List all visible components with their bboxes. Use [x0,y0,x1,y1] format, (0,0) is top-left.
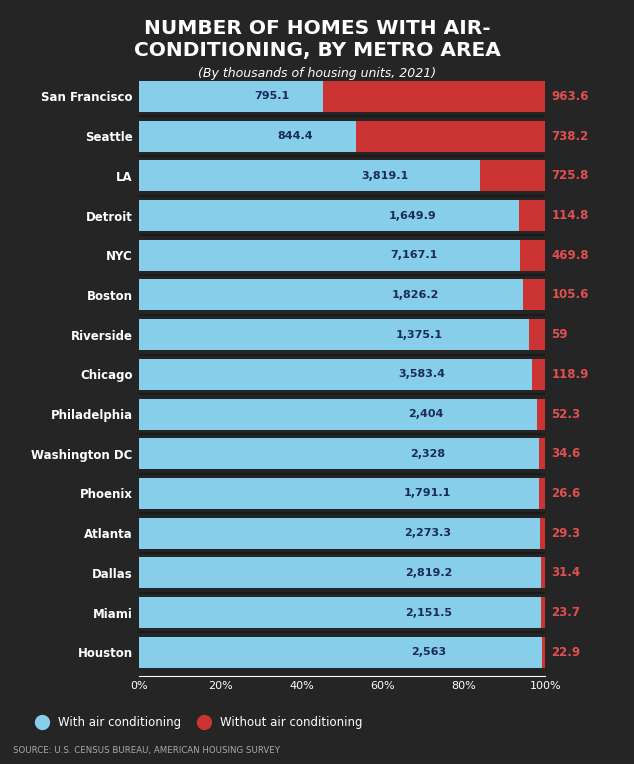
Text: 1,826.2: 1,826.2 [392,290,439,300]
Bar [139,160,481,191]
Bar [523,280,545,310]
Text: 1,649.9: 1,649.9 [389,211,436,221]
Text: 3,583.4: 3,583.4 [399,369,446,380]
Text: 2,328: 2,328 [410,448,445,458]
Bar [519,200,545,231]
Text: 22.9: 22.9 [552,646,581,659]
Bar [536,399,545,429]
Text: 2,819.2: 2,819.2 [404,568,452,578]
Bar [356,121,545,151]
Text: 26.6: 26.6 [552,487,581,500]
Bar [540,518,545,549]
Bar [139,121,356,151]
Legend: With air conditioning, Without air conditioning: With air conditioning, Without air condi… [32,711,367,733]
Text: 963.6: 963.6 [552,90,589,103]
Bar [139,319,529,350]
Text: 2,273.3: 2,273.3 [404,528,451,538]
Bar [139,240,521,270]
Text: 23.7: 23.7 [552,606,580,619]
Bar [139,399,536,429]
Bar [540,439,545,469]
Text: 31.4: 31.4 [552,566,581,579]
Text: 469.8: 469.8 [552,249,589,262]
Bar [139,81,323,112]
Text: 1,791.1: 1,791.1 [404,488,451,498]
Bar [139,518,540,549]
Bar [323,81,545,112]
Text: 59: 59 [552,329,568,342]
Text: 118.9: 118.9 [552,367,589,381]
Text: 725.8: 725.8 [552,170,589,183]
Text: 2,151.5: 2,151.5 [405,607,452,617]
Bar [540,478,545,509]
Text: SOURCE: U.S. CENSUS BUREAU, AMERICAN HOUSING SURVEY: SOURCE: U.S. CENSUS BUREAU, AMERICAN HOU… [13,746,280,755]
Bar [139,439,540,469]
Text: 7,167.1: 7,167.1 [390,251,437,261]
Bar [532,359,545,390]
Bar [529,319,545,350]
Bar [139,359,532,390]
Text: (By thousands of housing units, 2021): (By thousands of housing units, 2021) [198,67,436,80]
Text: 2,404: 2,404 [408,409,443,419]
Bar [541,597,545,628]
Bar [481,160,545,191]
Text: 52.3: 52.3 [552,407,581,420]
Text: 34.6: 34.6 [552,447,581,460]
Bar [139,478,540,509]
Bar [541,637,545,668]
Text: 105.6: 105.6 [552,289,589,302]
Text: 2,563: 2,563 [411,647,446,657]
Bar [541,558,545,588]
Text: NUMBER OF HOMES WITH AIR-
CONDITIONING, BY METRO AREA: NUMBER OF HOMES WITH AIR- CONDITIONING, … [134,19,500,60]
Text: 3,819.1: 3,819.1 [361,171,408,181]
Text: 844.4: 844.4 [278,131,313,141]
Bar [139,558,541,588]
Bar [139,637,541,668]
Text: 1,375.1: 1,375.1 [396,329,443,340]
Text: 738.2: 738.2 [552,130,588,143]
Text: 114.8: 114.8 [552,209,589,222]
Text: 29.3: 29.3 [552,526,581,539]
Bar [139,200,519,231]
Text: 795.1: 795.1 [254,92,289,102]
Bar [139,280,523,310]
Bar [139,597,541,628]
Bar [521,240,545,270]
